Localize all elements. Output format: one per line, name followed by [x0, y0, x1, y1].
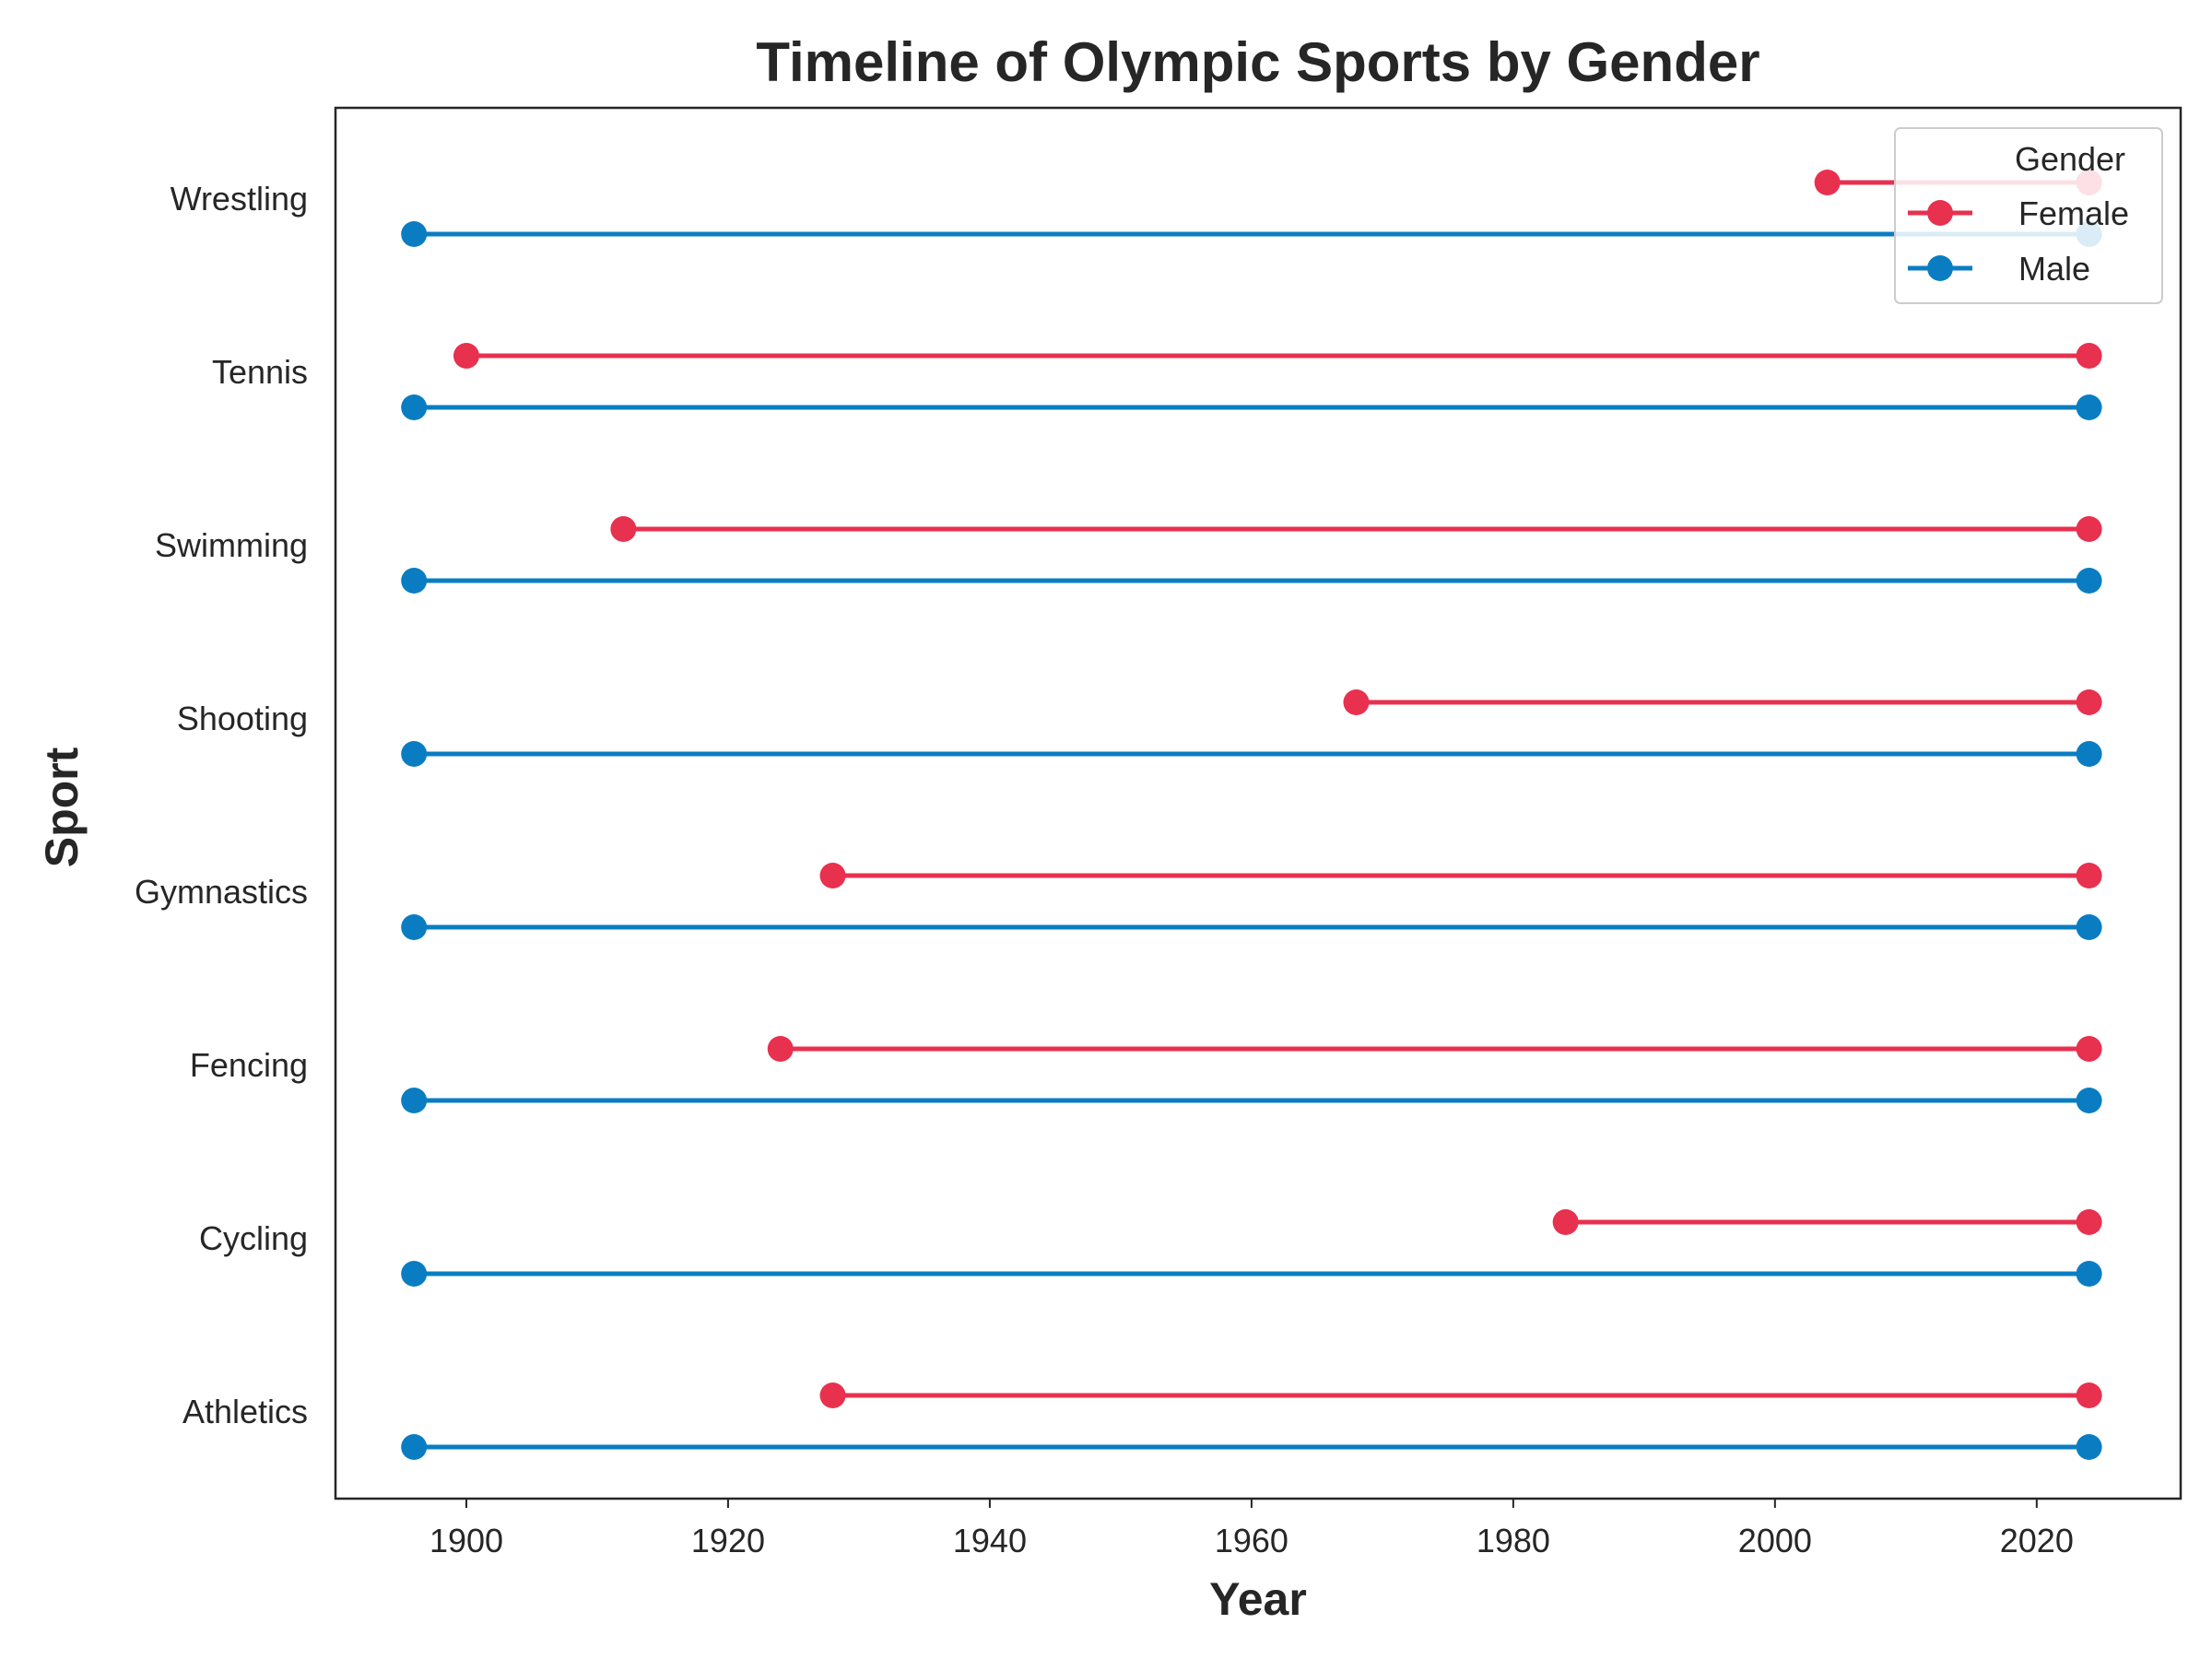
segment-female-shooting [1343, 689, 2102, 715]
end-point [2076, 516, 2102, 542]
start-point [819, 863, 846, 888]
start-point [401, 394, 428, 420]
x-tick-label: 1980 [1477, 1522, 1550, 1559]
legend-entry-male: Male [1908, 250, 2090, 288]
x-tick-label: 2000 [1738, 1522, 1812, 1559]
segment-female-swimming [610, 516, 2102, 542]
start-point [401, 741, 428, 767]
start-point [1552, 1209, 1579, 1235]
start-point [401, 221, 428, 247]
legend-box [1894, 127, 2163, 304]
plot-area [401, 170, 2102, 1460]
end-point [2076, 1209, 2102, 1235]
x-tick-label: 1940 [953, 1522, 1027, 1559]
x-tick-label: 1960 [1215, 1522, 1288, 1559]
start-point [401, 1261, 428, 1287]
segment-male-fencing [401, 1088, 2102, 1113]
y-tick-label-swimming: Swimming [155, 526, 308, 564]
start-point [819, 1382, 846, 1408]
legend-label: Male [2018, 250, 2090, 288]
y-tick-label-tennis: Tennis [212, 353, 308, 391]
segment-female-gymnastics [819, 863, 2102, 888]
segment-male-swimming [401, 568, 2102, 594]
segment-female-athletics [819, 1382, 2102, 1408]
x-axis-label: Year [1209, 1573, 1307, 1625]
segment-male-gymnastics [401, 914, 2102, 940]
end-point [2076, 1382, 2102, 1408]
start-point [401, 568, 428, 594]
legend-marker [1927, 200, 1953, 226]
start-point [401, 1434, 428, 1460]
legend-entry-female: Female [1908, 194, 2129, 232]
start-point [610, 516, 637, 542]
segment-female-cycling [1552, 1209, 2102, 1235]
start-point [453, 343, 479, 369]
end-point [2076, 863, 2102, 888]
chart-title: Timeline of Olympic Sports by Gender [756, 31, 1759, 93]
start-point [401, 914, 428, 940]
axes: 1900 1920 1940 1960 1980 2000 2020 Athletics Cyc… [135, 106, 2183, 1559]
series-female [453, 170, 2102, 1408]
plot-frame [334, 106, 2183, 1500]
y-tick-label-wrestling: Wrestling [171, 180, 308, 218]
start-point [401, 1088, 428, 1113]
legend: Gender Female Male [1894, 127, 2163, 304]
x-tick-label: 2020 [2000, 1522, 2074, 1559]
end-point [2076, 689, 2102, 715]
segment-male-shooting [401, 741, 2102, 767]
end-point [2076, 741, 2102, 767]
x-tick-label: 1920 [691, 1522, 765, 1559]
start-point [767, 1036, 794, 1062]
segment-male-wrestling [401, 221, 2102, 247]
end-point [2076, 1088, 2102, 1113]
legend-title: Gender [2015, 140, 2125, 178]
end-point [2076, 394, 2102, 420]
segment-female-tennis [453, 343, 2102, 369]
end-point [2076, 1261, 2102, 1287]
end-point [2076, 343, 2102, 369]
y-axis-label: Sport [36, 747, 88, 867]
start-point [1814, 170, 1841, 195]
legend-marker [1927, 255, 1953, 281]
end-point [2076, 568, 2102, 594]
end-point [2076, 914, 2102, 940]
y-tick-label-fencing: Fencing [190, 1046, 308, 1084]
x-tick-label: 1900 [429, 1522, 503, 1559]
series-male [401, 221, 2102, 1460]
segment-male-tennis [401, 394, 2102, 420]
end-point [2076, 1434, 2102, 1460]
y-tick-label-cycling: Cycling [199, 1219, 308, 1257]
y-tick-label-shooting: Shooting [177, 700, 308, 737]
y-tick-label-athletics: Athletics [182, 1393, 308, 1430]
start-point [1343, 689, 1370, 715]
legend-label: Female [2018, 194, 2129, 232]
segment-male-athletics [401, 1434, 2102, 1460]
y-tick-label-gymnastics: Gymnastics [135, 873, 308, 911]
segment-male-cycling [401, 1261, 2102, 1287]
end-point [2076, 1036, 2102, 1062]
segment-female-fencing [767, 1036, 2102, 1062]
